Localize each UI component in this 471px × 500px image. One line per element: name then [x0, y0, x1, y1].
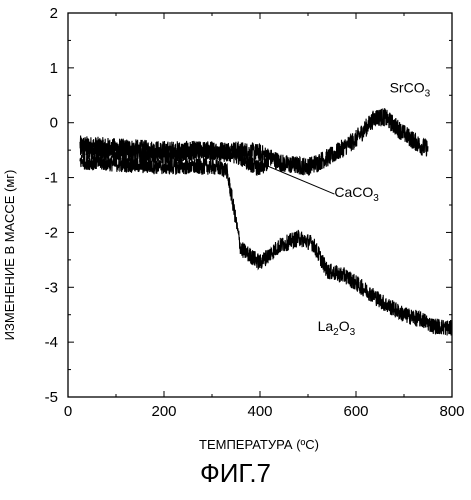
annotation-label-la: La2O3 — [318, 318, 356, 338]
y-axis-label: ИЗМЕНЕНИЕ В МАССЕ (мг) — [2, 170, 17, 341]
x-tick-label: 400 — [247, 403, 272, 420]
y-tick-label: -5 — [45, 389, 58, 406]
x-tick-label: 200 — [151, 403, 176, 420]
y-tick-label: 0 — [50, 115, 58, 132]
annotation-leader-ca — [262, 163, 335, 195]
series-layer — [79, 108, 453, 336]
y-tick-label: 2 — [50, 5, 58, 22]
figure-caption: ФИГ.7 — [199, 458, 272, 488]
series-line-la2o3 — [79, 153, 453, 336]
x-tick-label: 800 — [439, 403, 464, 420]
y-tick-label: -2 — [45, 224, 58, 241]
y-tick-label: 1 — [50, 60, 58, 77]
y-tick-label: -4 — [45, 334, 58, 351]
ticks-layer: 0 200 400 600 800 2 1 0 -1 -2 -3 -4 -5 — [45, 5, 465, 420]
series-line-caco3 — [79, 142, 271, 176]
annotations-layer: SrCO3 CaCO3 La2O3 — [262, 80, 431, 338]
x-axis-label: ТЕМПЕРАТУРА (ºC) — [199, 437, 319, 452]
x-tick-label: 0 — [64, 403, 72, 420]
annotation-label-sr: SrCO3 — [390, 80, 431, 100]
plot-frame — [67, 12, 453, 398]
plot-border — [67, 12, 453, 398]
y-tick-label: -1 — [45, 170, 58, 187]
y-tick-label: -3 — [45, 279, 58, 296]
annotation-label-ca: CaCO3 — [334, 184, 379, 204]
x-tick-label: 600 — [343, 403, 368, 420]
